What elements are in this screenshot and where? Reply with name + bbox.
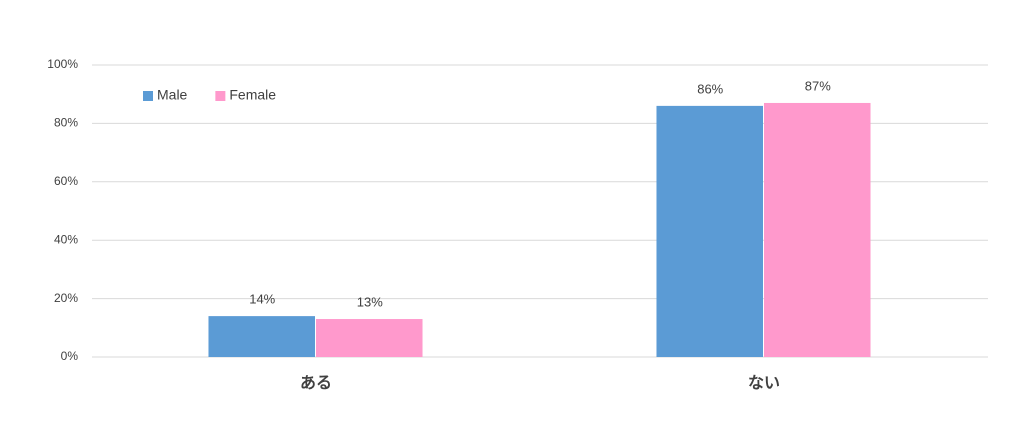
legend-swatch xyxy=(215,91,226,101)
y-tick-label: 40% xyxy=(54,232,78,246)
y-tick-label: 20% xyxy=(54,291,78,305)
value-label: 14% xyxy=(249,292,275,307)
bar xyxy=(656,105,763,357)
legend-label: Female xyxy=(229,87,276,103)
y-tick-label: 100% xyxy=(47,57,78,71)
x-tick-label: ある xyxy=(300,374,332,392)
value-label: 86% xyxy=(697,81,723,96)
y-tick-label: 0% xyxy=(61,349,79,363)
legend-label: Male xyxy=(157,87,188,103)
y-tick-label: 80% xyxy=(54,116,78,130)
bar xyxy=(208,316,315,357)
legend-swatch xyxy=(143,91,153,101)
x-tick-label: ない xyxy=(748,374,780,392)
bar xyxy=(316,319,423,357)
bar xyxy=(764,102,871,358)
value-label: 13% xyxy=(357,294,383,309)
y-tick-label: 60% xyxy=(54,174,78,188)
value-label: 87% xyxy=(805,78,831,93)
